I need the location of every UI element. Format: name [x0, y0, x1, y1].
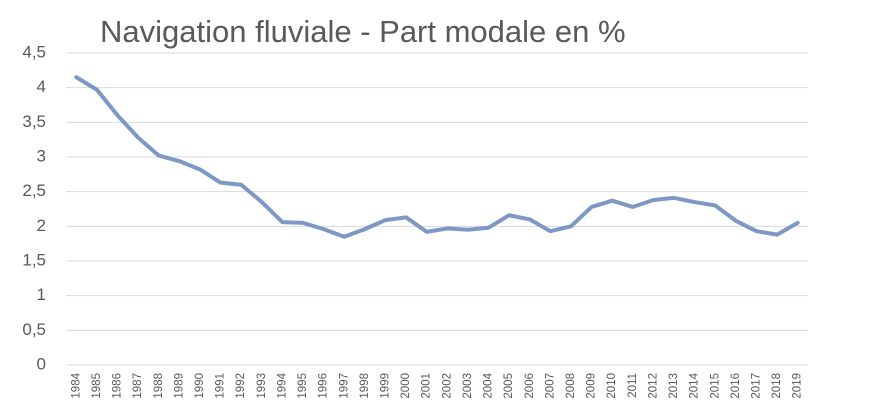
y-tick-label: 4,5: [22, 42, 46, 61]
y-tick-label: 1: [37, 285, 46, 304]
y-tick-label: 0: [37, 354, 46, 373]
x-tick-label: 2010: [606, 373, 618, 399]
x-tick-label: 2016: [730, 373, 742, 399]
x-tick-label: 2012: [647, 373, 659, 399]
x-tick-label: 1998: [359, 373, 371, 399]
x-tick-label: 2011: [627, 373, 639, 398]
y-tick-label: 3: [37, 146, 46, 165]
x-tick-label: 2015: [709, 373, 721, 399]
x-tick-label: 2007: [544, 373, 556, 399]
x-tick-label: 1986: [112, 373, 124, 399]
x-tick-label: 1999: [380, 373, 392, 399]
x-tick-label: 2003: [462, 373, 474, 399]
x-tick-label: 2013: [668, 373, 680, 399]
x-tick-label: 2018: [771, 373, 783, 399]
x-tick-label: 2002: [441, 373, 453, 399]
x-tick-label: 2000: [400, 373, 412, 399]
x-tick-label: 1984: [70, 372, 82, 398]
x-tick-label: 2005: [503, 373, 515, 399]
x-tick-label: 1990: [194, 373, 206, 399]
x-tick-label: 2009: [586, 373, 598, 399]
data-line: [74, 75, 800, 239]
x-tick-label: 2001: [421, 373, 433, 399]
x-tick-label: 1992: [235, 373, 247, 399]
x-tick-label: 2019: [792, 373, 804, 399]
x-tick-label: 1989: [173, 373, 185, 399]
x-tick-label: 1996: [318, 373, 330, 399]
x-tick-label: 2008: [565, 373, 577, 399]
x-tick-label: 2004: [483, 372, 495, 398]
chart-title: Navigation fluviale - Part modale en %: [100, 14, 626, 49]
x-tick-label: 1988: [153, 373, 165, 399]
y-tick-label: 1,5: [22, 250, 46, 269]
x-tick-label: 1993: [256, 373, 268, 399]
y-tick-label: 0,5: [22, 320, 46, 339]
y-tick-label: 2: [37, 216, 46, 235]
x-tick-label: 2017: [751, 373, 763, 399]
x-tick-label: 2014: [689, 372, 701, 398]
x-tick-label: 1995: [297, 373, 309, 399]
x-tick-label: 2006: [524, 373, 536, 399]
y-tick-label: 4: [37, 77, 46, 96]
y-tick-label: 2,5: [22, 181, 46, 200]
x-tick-label: 1994: [276, 372, 288, 398]
x-tick-label: 1991: [215, 373, 227, 399]
x-tick-label: 1997: [338, 373, 350, 399]
x-tick-label: 1987: [132, 373, 144, 399]
x-tick-label: 1985: [91, 373, 103, 399]
y-tick-label: 3,5: [22, 112, 46, 131]
